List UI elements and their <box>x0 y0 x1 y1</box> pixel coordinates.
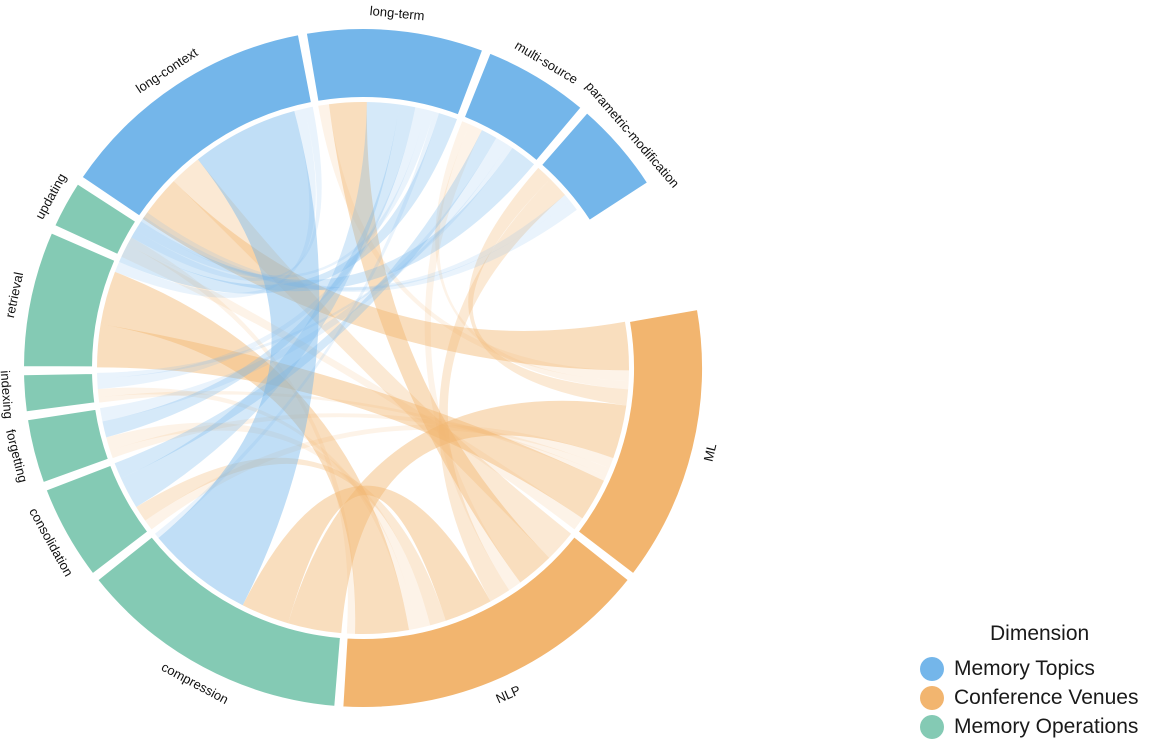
legend-swatch-conference-venues <box>920 685 944 710</box>
chord-link-long-context-compression <box>158 111 320 606</box>
legend-item-memory-operations: Memory Operations <box>918 712 1163 741</box>
legend-label-memory-topics: Memory Topics <box>954 656 1095 680</box>
sector-ML <box>576 307 705 576</box>
legend-swatch-memory-topics <box>920 656 944 681</box>
sector-forgetting <box>25 407 111 485</box>
sector-label-forgetting: forgetting <box>3 428 31 484</box>
chord-link-parametric-modification-retrieval <box>141 201 577 292</box>
chord-link-NLP-compression <box>242 485 491 624</box>
chord-diagram: MLNLPcompressionconsolidationforgettingi… <box>0 3 720 709</box>
legend: Dimension Memory Topics Conference Venue… <box>918 622 1163 741</box>
sector-multi-source <box>462 51 584 163</box>
sector-updating <box>52 181 138 257</box>
sector-compression <box>95 534 343 708</box>
chord-link-ML-multi-source <box>435 121 629 390</box>
legend-item-conference-venues: Conference Venues <box>918 683 1163 712</box>
legend-label-memory-operations: Memory Operations <box>954 714 1139 738</box>
legend-title: Dimension <box>990 622 1090 645</box>
chord-link-long-context-retrieval <box>114 108 316 298</box>
chord-link-NLP-long-term <box>328 102 550 583</box>
legend-item-memory-topics: Memory Topics <box>918 654 1163 683</box>
chord-link-ML-long-context <box>142 181 629 371</box>
sector-label-ML: ML <box>701 442 720 463</box>
sector-label-long-term: long-term <box>369 3 425 23</box>
sector-label-indexing: indexing <box>0 370 16 419</box>
sector-parametric-modification <box>539 110 650 223</box>
sector-retrieval <box>21 230 117 369</box>
sector-consolidation <box>44 463 150 576</box>
chord-link-NLP-long-context <box>173 159 572 558</box>
sector-label-NLP: NLP <box>494 682 523 706</box>
sector-indexing <box>22 371 97 414</box>
chord-link-long-term-indexing <box>97 107 426 390</box>
chord-link-long-term-retrieval <box>119 113 458 294</box>
sector-long-context <box>80 32 314 219</box>
legend-label-conference-venues: Conference Venues <box>954 685 1139 709</box>
sector-long-term <box>304 27 485 117</box>
chord-link-multi-source-retrieval <box>127 147 535 292</box>
legend-swatch-memory-operations <box>920 714 944 739</box>
sector-NLP <box>341 534 631 709</box>
chord-link-ML-updating <box>121 244 583 530</box>
chord-link-long-term-consolidation <box>120 102 400 508</box>
chord-link-ML-compression <box>288 400 627 634</box>
sector-label-retrieval: retrieval <box>2 271 26 319</box>
chord-link-ML-retrieval <box>97 324 604 519</box>
chord-link-NLP-retrieval <box>100 271 410 634</box>
